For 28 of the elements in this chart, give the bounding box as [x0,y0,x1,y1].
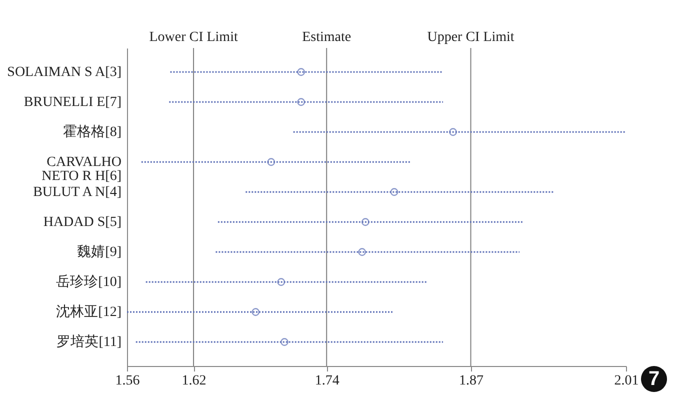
point [358,248,366,256]
y-tick-label: 罗培英[11] [56,334,122,350]
point [267,158,276,166]
x-tick-label: 1.74 [314,374,340,388]
ref-line-label: Upper CI Limit [427,30,514,45]
y-tick-label: HADAD S[5] [43,215,122,230]
y-tick-label: 霍格格[8] [63,124,122,140]
point [280,338,288,346]
point [297,68,306,76]
point [449,128,457,136]
point [252,308,260,316]
y-tick-label: 沈林亚[12] [56,304,122,320]
x-tick-label: 2.01 [614,374,639,388]
x-tick-label: 1.87 [459,374,484,388]
point [390,188,398,196]
y-tick-label: SOLAIMAN S A[3] [7,65,122,80]
point [277,278,286,286]
y-tick-label: 岳珍珍[10] [56,274,122,290]
y-tick-label: CARVALHO NETO R H[6] [42,155,122,184]
point [361,218,370,226]
y-tick-label: BRUNELLI E[7] [24,95,122,110]
ref-line-label: Lower CI Limit [149,30,238,45]
x-tick-label: 1.62 [182,374,206,388]
point [297,98,306,106]
x-tick-label: 1.56 [115,374,140,388]
ref-line-label: Estimate [302,30,352,45]
y-tick-label: 魏婧[9] [77,244,122,260]
y-tick-label: BULUT A N[4] [33,185,122,200]
